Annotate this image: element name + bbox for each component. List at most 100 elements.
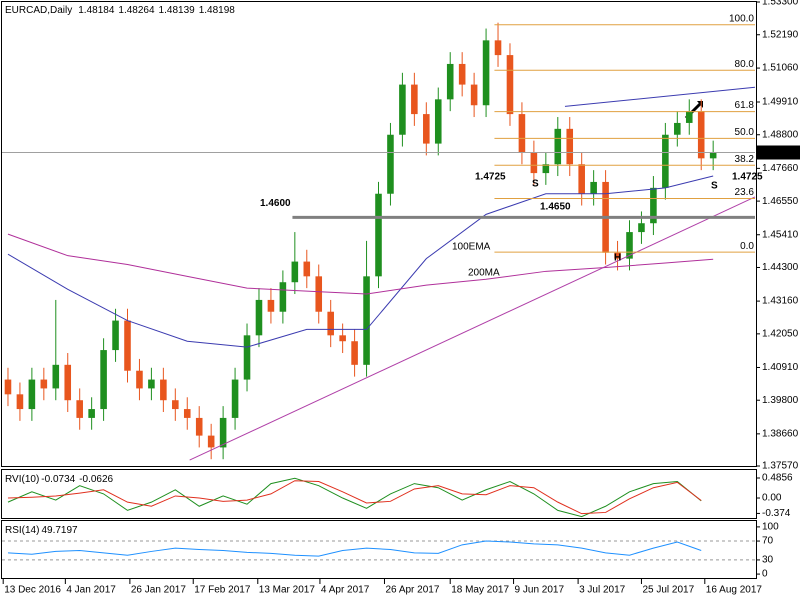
indicator-header: RVI(10) -0.0734 -0.0626: [5, 474, 114, 485]
x-tick-label: 25 Jul 2017: [642, 585, 694, 596]
candle-body: [566, 128, 574, 165]
x-tick-label: 4 Jan 2017: [66, 585, 116, 596]
candle-body: [387, 134, 394, 194]
x-tick-label: 26 Apr 2017: [385, 585, 439, 596]
candle-body: [674, 122, 681, 135]
candle-body: [638, 223, 645, 233]
candle-body: [494, 40, 502, 56]
ma-label: 100EMA: [452, 242, 491, 253]
close-quote: 1.48198: [199, 5, 236, 16]
annotation: S: [711, 181, 718, 192]
candle-body: [662, 134, 669, 188]
y-tick-label: -0.374: [762, 508, 791, 519]
y-tick-label: 0: [762, 569, 768, 580]
candle-body: [351, 341, 358, 365]
ma-label: 200MA: [468, 268, 500, 279]
candle-body: [458, 63, 466, 85]
y-tick-label: 70: [762, 536, 774, 547]
rsi-panel-frame: [1, 520, 757, 579]
fib-label: 80.0: [735, 59, 755, 70]
x-tick-label: 17 Feb 2017: [194, 585, 251, 596]
annotation: S: [532, 179, 539, 190]
candle-body: [446, 63, 454, 100]
candle-body: [685, 111, 693, 123]
trend-line: [189, 196, 756, 461]
y-tick-label: 1.49910: [762, 97, 799, 108]
y-tick-label: 0.4856: [762, 473, 793, 484]
x-tick-label: 13 Dec 2016: [4, 585, 61, 596]
annotation: 1.4650: [540, 202, 571, 213]
candle-body: [399, 84, 406, 135]
current-price-label: 1.48198: [761, 147, 798, 158]
y-tick-label: 1.48800: [762, 129, 799, 140]
indicator-line: [7, 540, 702, 557]
candle-body: [697, 111, 705, 159]
candle-body: [88, 409, 95, 418]
moving-average: [7, 175, 714, 348]
fib-label: 100.0: [729, 13, 754, 24]
y-tick-label: 1.44300: [762, 262, 799, 273]
y-tick-label: 1.42050: [762, 328, 799, 339]
candle-body: [590, 181, 597, 194]
x-tick-label: 18 May 2017: [451, 585, 509, 596]
indicator-header: RSI(14) 49.7197: [5, 525, 78, 536]
candle-body: [267, 299, 275, 312]
indicator-line: [7, 477, 702, 518]
candle-body: [112, 320, 119, 351]
high-quote: 1.48264: [118, 5, 155, 16]
fib-label: 23.6: [735, 187, 755, 198]
candle-body: [28, 379, 36, 410]
annotation: 1.4725: [732, 172, 763, 183]
candle-body: [243, 335, 251, 380]
candle-body: [148, 379, 155, 389]
fib-label: 0.0: [740, 241, 754, 252]
current-price-box: [757, 145, 800, 160]
candle-body: [614, 252, 621, 259]
candle-body: [100, 350, 107, 410]
candle-body: [219, 417, 227, 448]
x-tick-label: 3 Jul 2017: [579, 585, 626, 596]
fib-label: 50.0: [735, 127, 755, 138]
candle-body: [76, 400, 83, 418]
candle-body: [339, 335, 346, 342]
candle-body: [255, 299, 263, 336]
candle-body: [709, 152, 717, 159]
candle-body: [650, 187, 657, 224]
y-tick-label: 1.46550: [762, 196, 799, 207]
symbol: EURCAD,Daily: [5, 5, 72, 16]
candle-body: [136, 370, 143, 389]
y-tick-label: 0.00: [762, 493, 782, 504]
rvi-panel-frame: [1, 469, 757, 519]
y-tick-label: 1.45410: [762, 229, 799, 240]
candle-body: [315, 276, 323, 312]
trend-line: [564, 86, 756, 107]
x-tick-label: 13 Mar 2017: [259, 585, 316, 596]
candle-body: [542, 164, 550, 174]
candle-body: [124, 320, 131, 371]
annotation: 1.4725: [475, 172, 506, 183]
candle-body: [4, 379, 12, 395]
candle-body: [578, 164, 585, 194]
candle-body: [470, 84, 478, 106]
indicator-title: RVI(10): [5, 474, 39, 485]
indicator-value: -0.0626: [79, 474, 113, 485]
indicator-value: 49.7197: [41, 525, 78, 536]
candle-body: [172, 400, 179, 410]
fib-label: 38.2: [735, 154, 755, 165]
candle-body: [423, 114, 430, 144]
y-tick-label: 1.53300: [762, 0, 799, 8]
candle-body: [482, 40, 490, 106]
candle-body: [434, 99, 442, 144]
chart-header: EURCAD,Daily 1.48184 1.48264 1.48139 1.48198: [5, 5, 235, 16]
candle-body: [554, 128, 562, 165]
candle-body: [64, 364, 72, 401]
annotation: H: [614, 253, 621, 264]
candle-body: [183, 409, 191, 418]
candle-body: [195, 417, 203, 436]
candle-body: [411, 84, 418, 115]
y-tick-label: 1.51060: [762, 63, 799, 74]
indicator-line: [7, 480, 702, 515]
support-label: 1.4600: [260, 198, 291, 209]
y-tick-label: 1.38660: [762, 428, 799, 439]
